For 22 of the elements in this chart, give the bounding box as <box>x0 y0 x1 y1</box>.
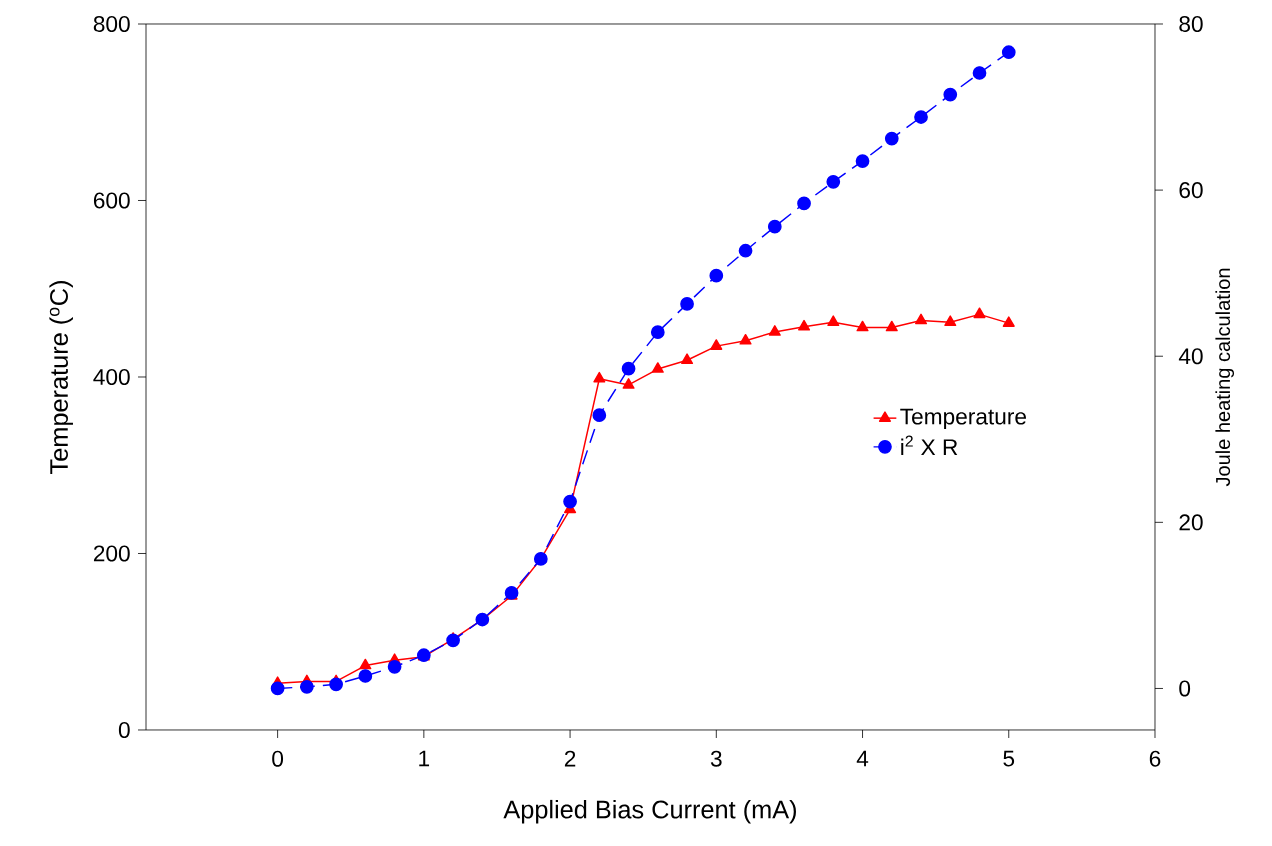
y-tick-label: 200 <box>93 545 130 562</box>
y2-tick-label: 80 <box>1179 15 1203 33</box>
y-axis-title: Temperature ($^{o}$C) <box>49 281 73 474</box>
x-tick-label: 2 <box>564 750 576 767</box>
x-tick-label: 1 <box>419 750 430 767</box>
y2-tick-label: 20 <box>1179 514 1203 531</box>
y-tick-label: 400 <box>93 368 130 386</box>
x-axis-title: Applied Bias Current (mA) <box>503 799 796 824</box>
y2-tick-label: 60 <box>1179 182 1203 199</box>
legend-label: i$^{2}$ X R <box>901 435 958 455</box>
legend-label: Temperature <box>900 408 1026 430</box>
y-tick-label: 800 <box>93 15 130 33</box>
x-tick-label: 5 <box>1003 750 1015 767</box>
x-tick-label: 3 <box>710 750 722 767</box>
y2-tick-label: 40 <box>1178 348 1203 365</box>
y2-tick-label: 0 <box>1179 680 1191 697</box>
x-tick-label: 0 <box>272 750 284 767</box>
y-tick-label: 600 <box>93 192 130 209</box>
y2-axis-title: Joule heating calculation <box>1215 268 1235 487</box>
x-tick-label: 4 <box>856 750 869 767</box>
x-tick-label: 6 <box>1149 750 1161 767</box>
y-tick-label: 0 <box>118 721 130 739</box>
